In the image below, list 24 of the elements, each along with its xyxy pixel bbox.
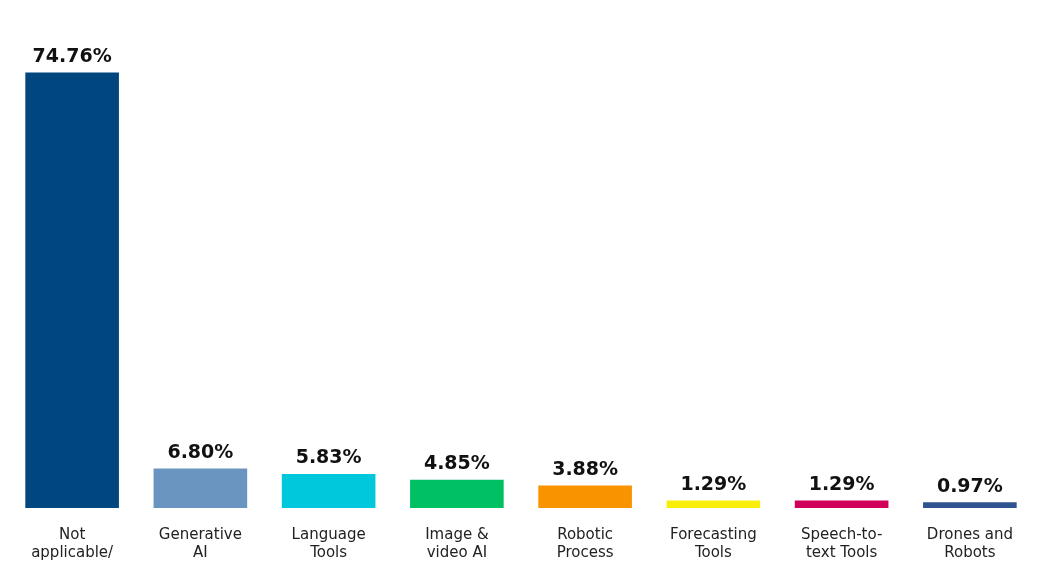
- data-label: 4.85%: [423, 451, 490, 474]
- bar: [281, 474, 376, 508]
- data-label: 5.83%: [295, 445, 362, 468]
- x-tick-label: Not applicable/: [31, 524, 115, 561]
- data-label: 1.29%: [808, 471, 875, 494]
- bar: [25, 72, 119, 508]
- bar: [666, 500, 761, 508]
- data-label: 3.88%: [552, 456, 619, 479]
- x-tick-label: Robotic Process: [556, 524, 614, 561]
- data-label: 1.29%: [680, 471, 747, 494]
- bar: [794, 500, 889, 508]
- x-tick-label: Generative AI: [158, 524, 242, 561]
- bar: [538, 485, 632, 508]
- x-tick-label: Language Tools: [291, 524, 366, 561]
- x-tick-label: Image & video AI: [425, 524, 489, 561]
- x-tick-label: Forecasting Tools: [670, 524, 757, 561]
- data-label: 6.80%: [167, 439, 234, 462]
- bar: [153, 468, 248, 508]
- x-tick-label: Speech-to-text Tools: [800, 524, 883, 561]
- x-tick-label: Drones and Robots: [926, 524, 1013, 561]
- bar: [410, 479, 504, 508]
- data-label: 0.97%: [936, 473, 1003, 496]
- data-label: 74.76%: [32, 43, 112, 66]
- bar: [923, 502, 1017, 508]
